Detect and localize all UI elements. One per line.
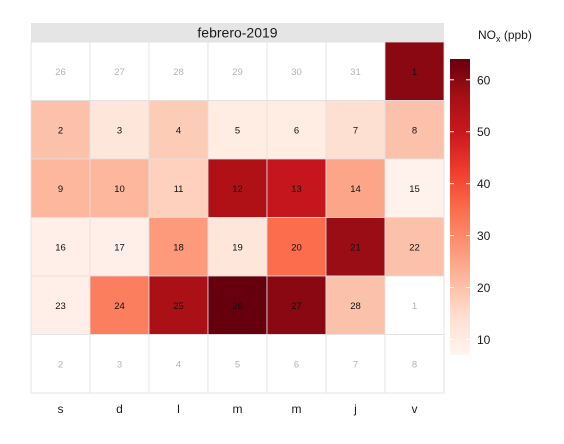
day-label: 5 bbox=[235, 359, 240, 370]
day-cell bbox=[30, 158, 91, 218]
day-cell bbox=[384, 158, 445, 218]
day-cell bbox=[148, 275, 209, 335]
legend-tick-label: 40 bbox=[477, 177, 491, 191]
day-label: 1 bbox=[412, 301, 417, 312]
day-label: 15 bbox=[409, 184, 420, 195]
day-cell bbox=[325, 100, 386, 160]
legend-title-unit: (ppb) bbox=[501, 28, 532, 42]
day-cell bbox=[325, 217, 386, 277]
day-label: 29 bbox=[232, 67, 243, 78]
day-label: 7 bbox=[353, 359, 358, 370]
day-label: 27 bbox=[291, 301, 302, 312]
day-label: 13 bbox=[291, 184, 302, 195]
day-label: 8 bbox=[412, 125, 417, 136]
day-label: 24 bbox=[114, 301, 125, 312]
day-label: 6 bbox=[294, 359, 299, 370]
day-label: 7 bbox=[353, 125, 358, 136]
weekday-label: l bbox=[177, 402, 180, 416]
legend-tick-label: 20 bbox=[477, 281, 491, 295]
legend-title: NOx (ppb) bbox=[478, 28, 532, 44]
day-label: 1 bbox=[412, 67, 417, 78]
day-cell bbox=[384, 275, 445, 335]
legend-tick-label: 10 bbox=[477, 333, 491, 347]
legend-tick-label: 60 bbox=[477, 73, 491, 87]
color-legend: NOx (ppb) 10 20 30 40 50 60 bbox=[450, 28, 532, 355]
day-cell bbox=[384, 100, 445, 160]
day-label: 9 bbox=[58, 184, 63, 195]
day-label: 3 bbox=[117, 359, 122, 370]
day-label: 20 bbox=[291, 242, 302, 253]
day-label: 16 bbox=[55, 242, 66, 253]
weekday-label: s bbox=[58, 402, 64, 416]
day-label: 28 bbox=[173, 67, 184, 78]
day-cell bbox=[207, 158, 268, 218]
day-label: 31 bbox=[350, 67, 361, 78]
weekday-label: d bbox=[116, 402, 123, 416]
day-cell bbox=[384, 41, 445, 101]
day-cell bbox=[89, 100, 150, 160]
day-cell bbox=[30, 100, 91, 160]
day-label: 4 bbox=[176, 359, 181, 370]
day-label: 3 bbox=[117, 125, 122, 136]
day-label: 2 bbox=[58, 359, 63, 370]
day-cell bbox=[266, 41, 327, 101]
day-cell bbox=[89, 334, 150, 394]
legend-colorbar bbox=[450, 59, 470, 355]
day-label: 8 bbox=[412, 359, 417, 370]
day-cell bbox=[207, 217, 268, 277]
day-label: 30 bbox=[291, 67, 302, 78]
day-cell bbox=[266, 100, 327, 160]
weekday-label: m bbox=[233, 402, 243, 416]
day-label: 2 bbox=[58, 125, 63, 136]
legend-ticks: 10 20 30 40 50 60 bbox=[450, 73, 491, 347]
day-cell bbox=[266, 275, 327, 335]
day-cell bbox=[325, 334, 386, 394]
day-label: 11 bbox=[174, 184, 184, 195]
legend-tick-label: 50 bbox=[477, 125, 491, 139]
calendar-panel: febrero-2019 26 27 28 29 30 31 12 3 4 5 6 7 89 10 11 12… bbox=[30, 23, 445, 416]
month-strip bbox=[31, 23, 444, 42]
day-label: 21 bbox=[350, 242, 361, 253]
day-label: 26 bbox=[55, 67, 66, 78]
day-label: 27 bbox=[114, 67, 125, 78]
day-cell bbox=[207, 334, 268, 394]
day-cell bbox=[384, 334, 445, 394]
day-label: 12 bbox=[232, 184, 243, 195]
day-cell bbox=[266, 158, 327, 218]
day-label: 6 bbox=[294, 125, 299, 136]
day-label: 5 bbox=[235, 125, 240, 136]
weekday-label: v bbox=[412, 402, 418, 416]
day-label: 25 bbox=[173, 301, 184, 312]
day-label: 19 bbox=[232, 242, 243, 253]
month-title: febrero-2019 bbox=[197, 25, 277, 41]
day-label: 26 bbox=[232, 301, 243, 312]
day-label: 14 bbox=[350, 184, 361, 195]
weekday-label: j bbox=[353, 402, 357, 416]
day-cell bbox=[148, 334, 209, 394]
day-cells bbox=[30, 41, 445, 394]
day-cell bbox=[207, 100, 268, 160]
day-label: 28 bbox=[350, 301, 361, 312]
day-cell bbox=[148, 217, 209, 277]
day-label: 10 bbox=[114, 184, 125, 195]
day-label: 22 bbox=[409, 242, 420, 253]
day-cell bbox=[30, 217, 91, 277]
legend-tick-label: 30 bbox=[477, 229, 491, 243]
legend-title-subscript: x bbox=[496, 34, 501, 44]
legend-title-main: NO bbox=[478, 28, 496, 42]
day-cell bbox=[325, 41, 386, 101]
day-label: 17 bbox=[114, 242, 125, 253]
day-cell bbox=[30, 334, 91, 394]
day-label: 18 bbox=[173, 242, 184, 253]
day-cell bbox=[325, 275, 386, 335]
day-cell bbox=[207, 275, 268, 335]
weekday-label: m bbox=[292, 402, 302, 416]
day-cell bbox=[30, 275, 91, 335]
day-label: 23 bbox=[55, 301, 66, 312]
day-cell bbox=[384, 217, 445, 277]
day-label: 4 bbox=[176, 125, 181, 136]
